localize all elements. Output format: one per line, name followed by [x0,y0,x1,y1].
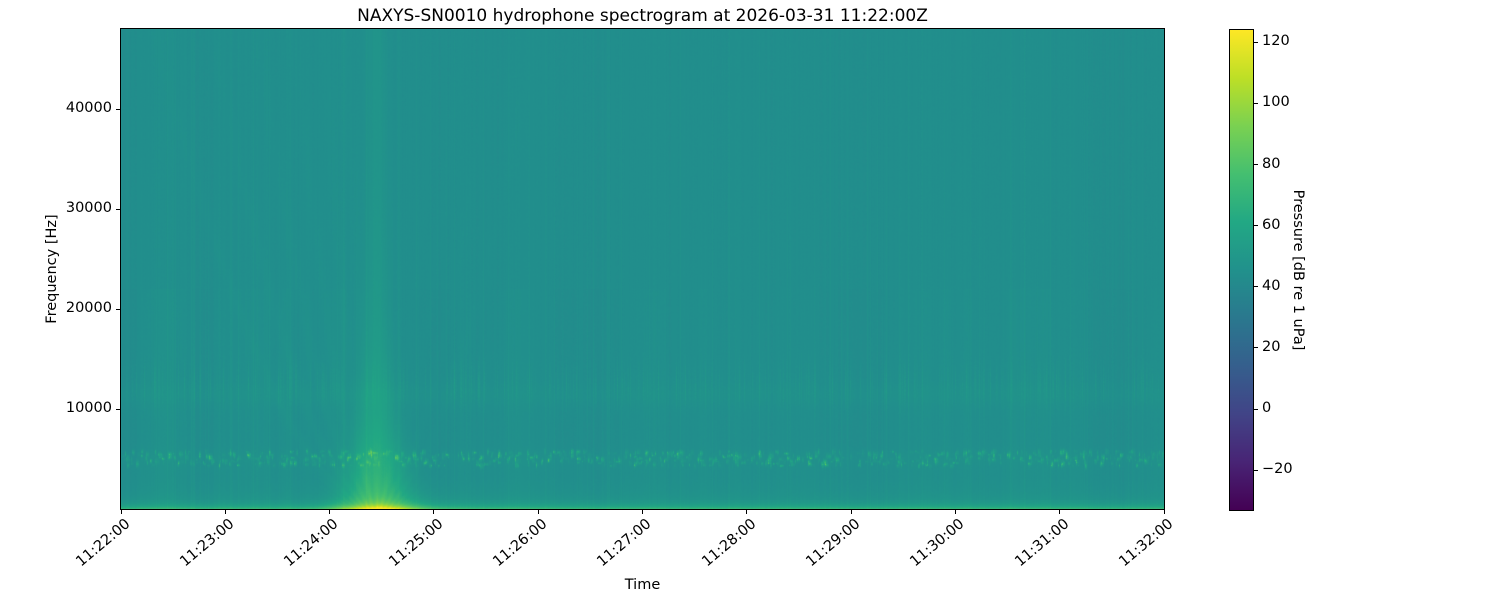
colorbar-tick-label: 60 [1262,216,1281,233]
y-tick-mark [116,308,120,310]
y-tick-mark [116,108,120,110]
x-tick-mark [1163,510,1165,514]
colorbar-tick-mark [1254,469,1258,471]
colorbar-tick-mark [1254,41,1258,43]
colorbar-tick-mark [1254,347,1258,349]
colorbar-tick-label: −20 [1262,461,1293,478]
y-axis-label: Frequency [Hz] [44,214,60,324]
y-tick-label: 30000 [65,200,112,216]
x-tick-mark [850,510,852,514]
y-tick-label: 20000 [65,300,112,316]
x-tick-label: 11:24:00 [281,516,342,571]
y-tick-label: 10000 [65,400,112,416]
x-tick-mark [120,510,122,514]
x-tick-mark [329,510,331,514]
x-tick-label: 11:22:00 [73,516,134,571]
x-tick-mark [537,510,539,514]
colorbar-tick-label: 80 [1262,155,1281,172]
x-tick-mark [1059,510,1061,514]
colorbar-tick-label: 0 [1262,400,1272,417]
y-tick-mark [116,208,120,210]
colorbar-tick-mark [1254,225,1258,227]
y-tick-label: 40000 [65,100,112,116]
colorbar-tick-mark [1254,286,1258,288]
x-tick-mark [224,510,226,514]
x-tick-mark [642,510,643,514]
x-tick-mark [746,510,748,514]
x-tick-label: 11:27:00 [594,516,655,571]
plot-area [120,28,1165,510]
x-tick-label: 11:23:00 [177,516,238,571]
x-tick-label: 11:29:00 [803,516,864,571]
y-tick-mark [116,408,120,410]
x-tick-label: 11:28:00 [698,516,760,571]
colorbar-tick-mark [1254,102,1258,104]
colorbar [1229,29,1254,511]
colorbar-tick-label: 40 [1262,277,1281,294]
spectrogram-heatmap [121,29,1164,509]
colorbar-gradient [1230,30,1253,510]
colorbar-tick-mark [1254,164,1258,166]
figure-title: NAXYS-SN0010 hydrophone spectrogram at 2… [357,6,928,26]
x-tick-label: 11:25:00 [386,516,447,571]
x-tick-label: 11:31:00 [1011,516,1072,571]
x-tick-label: 11:30:00 [907,516,968,571]
x-tick-label: 11:32:00 [1116,516,1177,571]
colorbar-label: Pressure [dB re 1 uPa] [1290,189,1306,351]
x-tick-mark [954,510,956,514]
colorbar-tick-label: 20 [1262,338,1281,355]
x-tick-label: 11:26:00 [490,516,551,571]
colorbar-tick-label: 100 [1262,94,1290,111]
x-axis-label: Time [624,577,661,593]
colorbar-tick-mark [1254,408,1258,410]
colorbar-tick-label: 120 [1262,33,1290,50]
x-tick-mark [433,510,435,514]
